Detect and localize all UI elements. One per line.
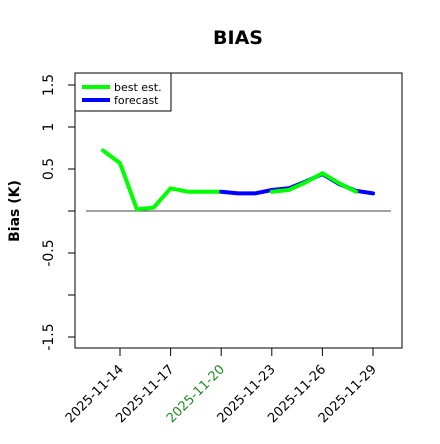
axis-ticks: -1.5-0.50.511.52025-11-142025-11-172025-…: [41, 74, 380, 426]
series-line-best-est: [101, 148, 224, 212]
legend: best est. forecast: [74, 72, 172, 112]
y-tick-label: 0.5: [41, 158, 57, 180]
legend-box: [74, 72, 172, 112]
chart-title: BIAS: [213, 27, 263, 49]
y-tick-label: -1.5: [41, 323, 57, 350]
y-tick-label: 1.5: [41, 74, 57, 96]
y-tick-label: 1: [41, 123, 57, 132]
series-line-best-est: [269, 171, 359, 194]
legend-label-forecast: forecast: [114, 94, 159, 107]
y-axis-label: Bias (K): [7, 180, 23, 242]
legend-label-best-est: best est.: [114, 81, 162, 94]
y-tick-label: -0.5: [41, 239, 57, 266]
series-lines: [86, 148, 391, 212]
